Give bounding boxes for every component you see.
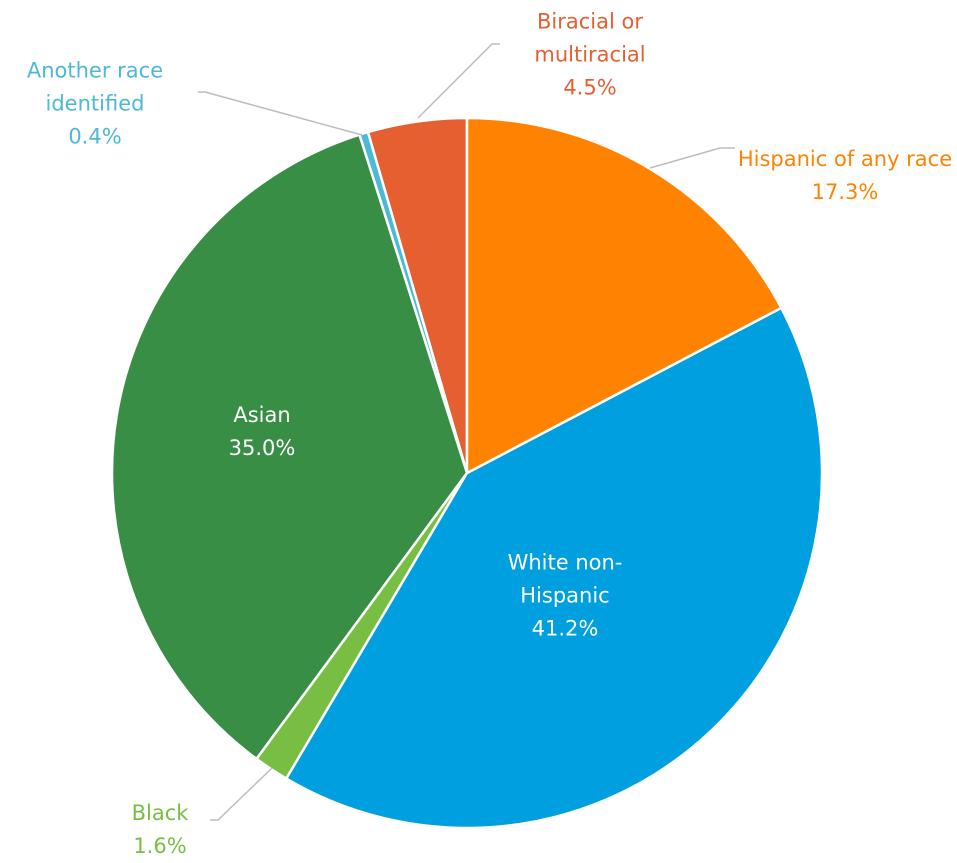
value-label: 0.4% [68, 124, 122, 149]
pie-slice [285, 306, 824, 830]
leader-line [210, 767, 273, 821]
slice-label: Another race identified 0.4% [0, 55, 195, 154]
leader-line [649, 147, 735, 169]
category-label: Another race identified [26, 58, 164, 116]
category-label: Hispanic of any race [737, 147, 953, 171]
category-label: Biracial or multiracial [534, 9, 646, 67]
value-label: 17.3% [811, 180, 879, 204]
category-label: White non-Hispanic [507, 550, 623, 608]
slice-label: Biracial or multiracial 4.5% [500, 6, 680, 105]
leader-lines [198, 43, 735, 821]
slice-label: White non-Hispanic 41.2% [480, 547, 650, 646]
leader-line [198, 91, 363, 136]
value-label: 4.5% [563, 75, 617, 100]
slice-label: Black 1.6% [100, 797, 220, 863]
category-label: Black [131, 801, 189, 825]
value-label: 1.6% [133, 834, 187, 858]
leader-line [417, 43, 500, 119]
slice-label: Hispanic of any race 17.3% [730, 143, 957, 209]
value-label: 41.2% [531, 616, 599, 641]
value-label: 35.0% [228, 436, 296, 460]
slice-label: Asian 35.0% [192, 399, 332, 465]
pie-slice [465, 116, 783, 475]
pie-slice [110, 133, 469, 761]
category-label: Asian [233, 403, 291, 427]
